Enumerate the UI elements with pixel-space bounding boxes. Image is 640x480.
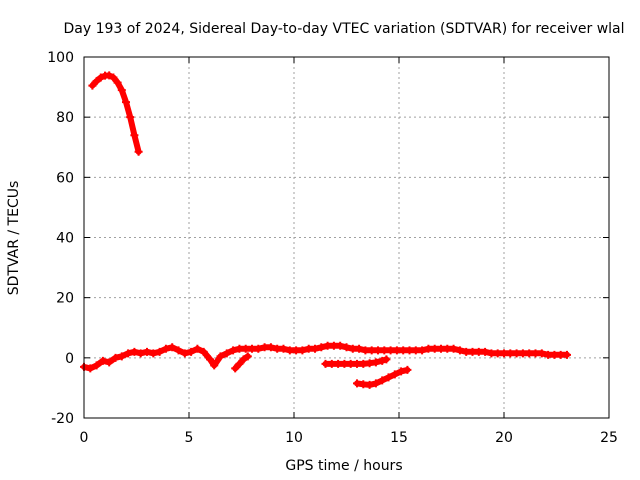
data-point: [130, 347, 139, 356]
data-point: [397, 367, 406, 376]
x-tick-label: 20: [495, 430, 513, 446]
data-point: [143, 347, 151, 356]
data-series: [231, 352, 252, 373]
data-point: [216, 352, 225, 361]
x-tick-label: 5: [185, 430, 194, 446]
data-point: [311, 344, 319, 353]
data-point: [390, 370, 399, 379]
data-points: [80, 71, 571, 389]
data-series: [88, 71, 143, 156]
data-point: [231, 364, 240, 373]
data-point: [126, 113, 135, 122]
y-tick-label: 40: [56, 231, 74, 247]
y-axis-label: SDTVAR / TECUs: [6, 181, 22, 296]
y-tick-label: 60: [56, 170, 74, 186]
data-point: [111, 353, 120, 362]
data-series: [353, 365, 412, 389]
y-tick-label: 80: [56, 110, 74, 126]
axis-ticks: 0 5 10 15 20 25 -20 0 20 40 60 80 100: [47, 50, 618, 446]
data-point: [537, 349, 546, 358]
data-point: [161, 344, 170, 353]
x-tick-label: 10: [285, 430, 303, 446]
data-point: [239, 355, 248, 364]
chart-title: Day 193 of 2024, Sidereal Day-to-day VTE…: [63, 21, 624, 37]
data-point: [92, 77, 101, 86]
y-tick-label: -20: [51, 411, 74, 427]
data-point: [254, 344, 263, 353]
data-point: [136, 349, 145, 358]
data-point: [371, 379, 380, 388]
data-point: [174, 346, 183, 355]
data-point: [298, 346, 307, 355]
data-series: [80, 341, 571, 373]
data-point: [317, 343, 326, 352]
data-point: [124, 349, 133, 358]
data-point: [455, 346, 464, 355]
y-tick-label: 20: [56, 291, 74, 307]
plot-frame: [83, 56, 610, 419]
data-point: [449, 344, 458, 353]
grid-lines: [84, 57, 609, 418]
data-point: [563, 350, 571, 359]
data-point: [199, 347, 208, 356]
data-point: [86, 364, 95, 373]
data-point: [365, 380, 374, 389]
y-tick-label: 0: [65, 351, 74, 367]
data-point: [168, 343, 177, 352]
data-point: [266, 343, 275, 352]
data-point: [418, 346, 427, 355]
data-point: [187, 347, 196, 356]
data-point: [243, 352, 252, 361]
y-tick-label: 100: [47, 50, 74, 66]
data-point: [378, 376, 387, 385]
x-tick-label: 25: [600, 430, 618, 446]
data-point: [206, 355, 214, 364]
data-point: [92, 361, 101, 370]
data-point: [222, 349, 231, 358]
data-point: [117, 352, 126, 361]
data-point: [229, 346, 238, 355]
data-point: [105, 358, 114, 367]
series-trace: [232, 353, 251, 372]
data-point: [88, 81, 97, 90]
data-point: [109, 73, 118, 82]
data-point: [210, 361, 219, 370]
data-point: [355, 344, 364, 353]
data-point: [384, 373, 393, 382]
data-point: [96, 73, 105, 82]
data-point: [342, 343, 351, 352]
data-point: [180, 349, 189, 358]
x-tick-label: 15: [390, 430, 408, 446]
data-point: [105, 71, 114, 80]
data-point: [117, 86, 126, 95]
data-point: [481, 347, 490, 356]
series-trace: [89, 72, 142, 155]
data-point: [403, 365, 412, 374]
data-point: [98, 356, 107, 365]
data-point: [378, 356, 387, 365]
data-point: [130, 131, 139, 140]
data-point: [193, 344, 202, 353]
data-point: [149, 349, 158, 358]
data-point: [113, 78, 122, 87]
data-point: [336, 341, 345, 350]
data-point: [235, 359, 244, 368]
data-point: [371, 358, 380, 367]
x-axis-label: GPS time / hours: [285, 458, 402, 474]
data-point: [134, 147, 143, 156]
data-series: [321, 355, 391, 368]
x-tick-label: 0: [80, 430, 89, 446]
data-point: [122, 98, 130, 107]
data-point: [155, 347, 164, 356]
data-point: [279, 344, 288, 353]
data-point: [382, 355, 391, 364]
